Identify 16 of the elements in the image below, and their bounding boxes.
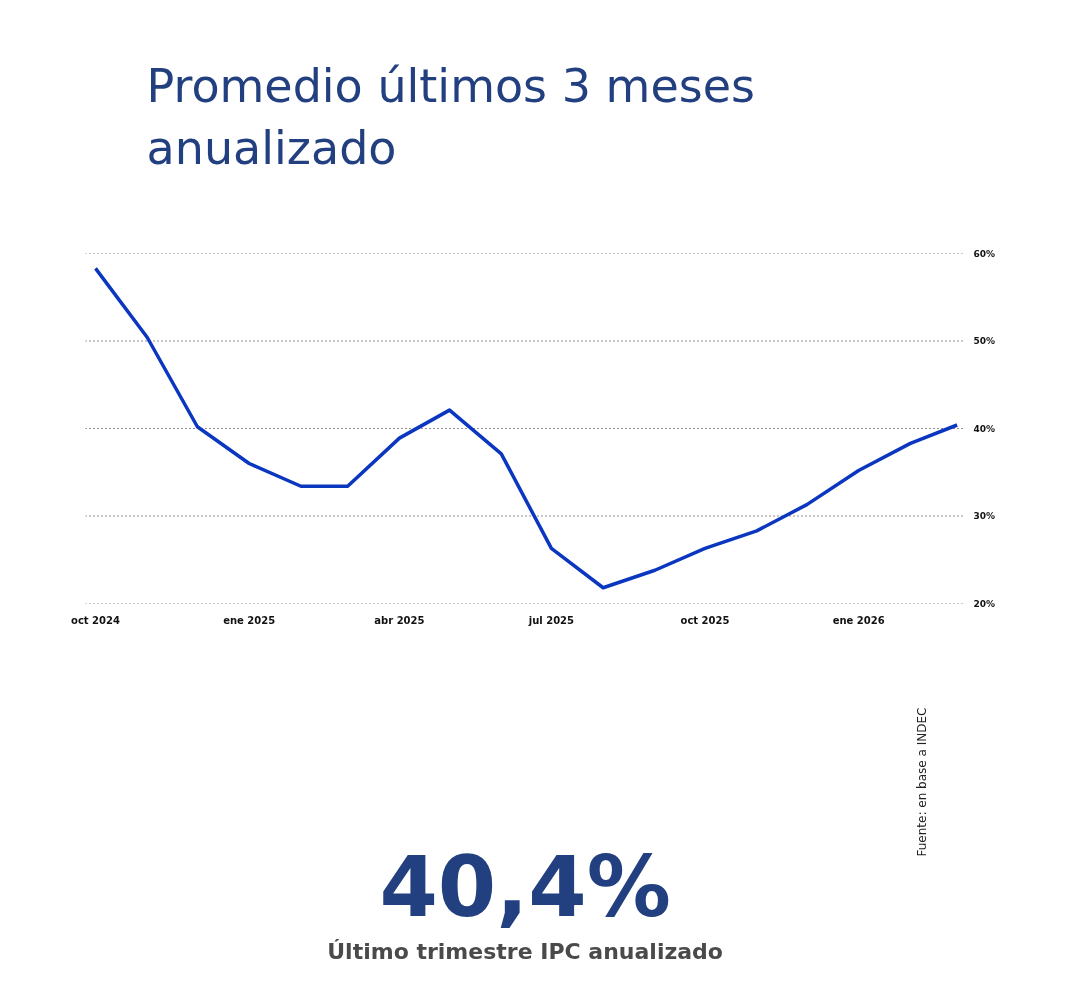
y-tick-label: 40%: [973, 423, 996, 434]
x-tick-label: abr 2025: [374, 614, 425, 626]
x-tick-label: oct 2024: [71, 614, 121, 626]
x-tick-label: oct 2025: [680, 614, 730, 626]
y-tick-label: 60%: [973, 248, 996, 259]
text: 40,4%: [379, 837, 671, 936]
source-note: Fuente: en base a INDEC: [915, 707, 930, 857]
x-tick-label: jul 2025: [527, 614, 575, 626]
chart-title: Promedio últimos 3 meses anualizado: [146, 58, 755, 175]
text: Último trimestre IPC anualizado: [327, 939, 723, 964]
line-series: [93, 266, 959, 590]
x-tick-label: ene 2025: [223, 614, 276, 626]
y-tick-label: 50%: [973, 336, 996, 346]
y-tick-label: 30%: [973, 511, 996, 521]
x-tick-label: ene 2026: [832, 614, 885, 626]
y-tick-label: 20%: [973, 598, 996, 609]
